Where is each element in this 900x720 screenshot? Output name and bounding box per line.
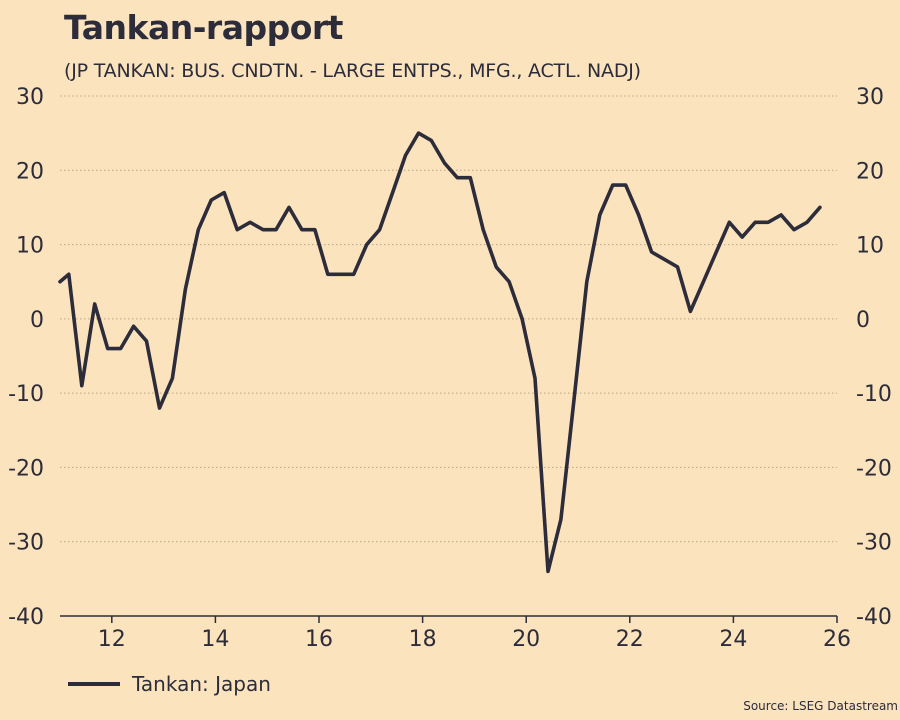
y-tick-label-left: 30 bbox=[16, 85, 44, 110]
grid-layer bbox=[60, 95, 837, 543]
series-line-tankan-japan bbox=[58, 131, 822, 574]
source-note: Source: LSEG Datastream bbox=[743, 699, 898, 713]
y-tick-label-right: 30 bbox=[856, 85, 884, 110]
x-tick-label: 20 bbox=[512, 627, 540, 652]
y-tick-label-left: 10 bbox=[16, 234, 44, 259]
x-tick-label: 14 bbox=[201, 627, 229, 652]
legend: Tankan: Japan bbox=[68, 670, 271, 698]
y-tick-label-left: 20 bbox=[16, 159, 44, 184]
x-tick-label: 18 bbox=[409, 627, 437, 652]
y-tick-label-right: 20 bbox=[856, 159, 884, 184]
y-tick-label-left: -40 bbox=[8, 605, 44, 630]
y-tick-label-right: -30 bbox=[856, 531, 892, 556]
x-tick-label: 24 bbox=[719, 627, 747, 652]
y-tick-label-left: 0 bbox=[30, 308, 44, 333]
x-axis: 12 14 16 18 20 22 24 26 bbox=[60, 615, 851, 652]
y-tick-label-right: 0 bbox=[856, 308, 870, 333]
y-tick-label-right: -10 bbox=[856, 382, 892, 407]
legend-label: Tankan: Japan bbox=[132, 672, 271, 696]
y-tick-label-right: 10 bbox=[856, 234, 884, 259]
x-tick-label: 12 bbox=[98, 627, 126, 652]
y-tick-label-right: -20 bbox=[856, 456, 892, 481]
x-tick-label: 26 bbox=[823, 627, 851, 652]
right-y-axis: 30 20 10 0 -10 -20 -30 -40 bbox=[856, 85, 892, 630]
y-tick-label-right: -40 bbox=[856, 605, 892, 630]
series-layer bbox=[58, 131, 822, 574]
chart-title: Tankan-rapport bbox=[64, 8, 343, 47]
chart-subtitle: (JP TANKAN: BUS. CNDTN. - LARGE ENTPS., … bbox=[64, 60, 641, 82]
y-tick-label-left: -20 bbox=[8, 456, 44, 481]
x-tick-label: 22 bbox=[616, 627, 644, 652]
x-tick-label: 16 bbox=[305, 627, 333, 652]
left-y-axis: 30 20 10 0 -10 -20 -30 -40 bbox=[8, 85, 44, 630]
y-tick-label-left: -10 bbox=[8, 382, 44, 407]
y-tick-label-left: -30 bbox=[8, 531, 44, 556]
legend-line-swatch bbox=[68, 682, 120, 686]
